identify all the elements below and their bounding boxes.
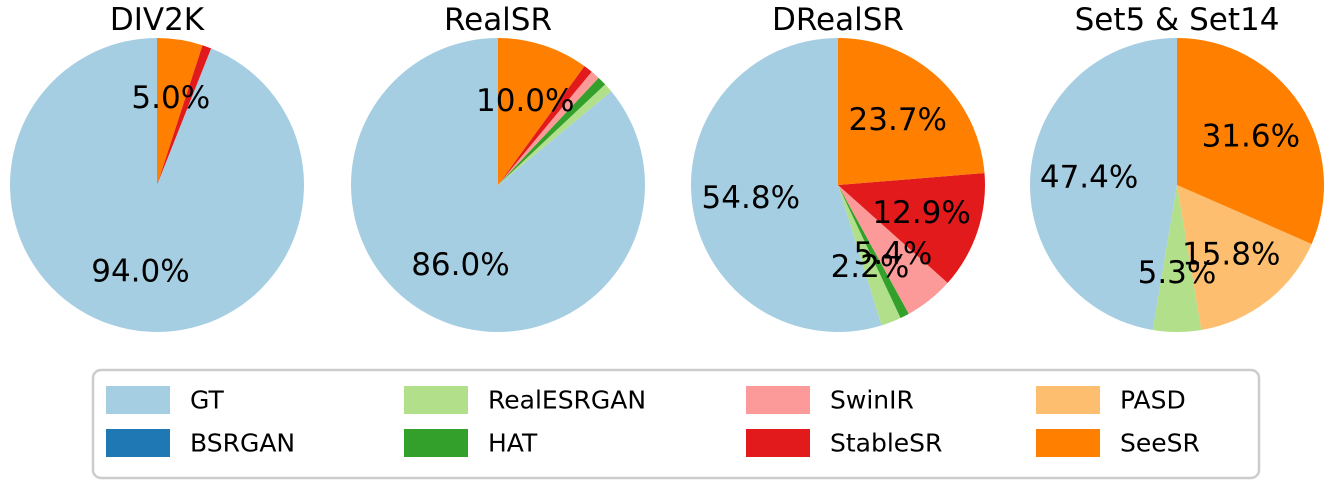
pie-realsr: RealSR 86.0% 10.0% — [350, 2, 646, 332]
legend-item-bsrgan: BSRGAN — [106, 429, 295, 458]
pie-title: RealSR — [444, 2, 552, 38]
pie-slice-swinir — [838, 185, 948, 314]
slice-label: 2.2% — [831, 249, 910, 285]
pie-slice-realesrgan — [838, 185, 901, 326]
pie-slice-realesrgan — [1152, 185, 1202, 332]
legend-item-seesr: SeeSR — [1036, 429, 1200, 458]
legend-label-bsrgan: BSRGAN — [190, 429, 295, 458]
legend-swatch-swinir — [746, 386, 810, 414]
legend-item-gt: GT — [106, 386, 224, 415]
legend-swatch-seesr — [1036, 429, 1100, 457]
legend-label-pasd: PASD — [1120, 386, 1186, 415]
pie-slice-seesr — [498, 38, 585, 185]
slice-label: 10.0% — [476, 83, 574, 119]
legend-label-realesrgan: RealESRGAN — [488, 386, 646, 415]
slice-label: 15.8% — [1182, 237, 1280, 273]
pie-slice-hat — [498, 77, 606, 185]
legend-label-stablesr: StableSR — [830, 429, 942, 458]
slice-label: 94.0% — [91, 254, 189, 290]
pie-slice-gt — [1030, 38, 1177, 330]
pie-slice-seesr — [838, 38, 985, 185]
pie-slice-stablesr — [498, 66, 592, 185]
legend-swatch-stablesr — [746, 429, 810, 457]
pie-title: DIV2K — [110, 2, 205, 38]
pies-group: DIV2K 94.0% 5.0% RealSR 86.0% 10.0% DRealSR 54.… — [9, 2, 1324, 333]
legend-label-hat: HAT — [488, 429, 538, 458]
pie-title: Set5 & Set14 — [1075, 2, 1280, 38]
legend-swatch-gt — [106, 386, 170, 414]
legend-swatch-realesrgan — [404, 386, 468, 414]
legend-label-seesr: SeeSR — [1120, 429, 1200, 458]
slice-label: 12.9% — [872, 195, 970, 231]
pie-slice-gt — [9, 38, 304, 333]
pie-slice-seesr — [1177, 38, 1324, 244]
pie-slice-swinir — [498, 71, 599, 185]
legend-item-hat: HAT — [404, 429, 538, 458]
slice-label: 5.3% — [1138, 255, 1217, 291]
legend-swatch-hat — [404, 429, 468, 457]
slice-label: 54.8% — [702, 180, 800, 216]
pie-title: DRealSR — [772, 2, 904, 38]
pie-slice-hat — [838, 185, 909, 319]
pie-slice-realesrgan — [498, 84, 612, 185]
legend-frame — [91, 368, 1261, 480]
pie-slice-pasd — [1177, 185, 1312, 330]
legend-swatch-pasd — [1036, 386, 1100, 414]
legend-label-swinir: SwinIR — [830, 386, 914, 415]
legend-label-gt: GT — [190, 386, 224, 415]
legend-item-swinir: SwinIR — [746, 386, 914, 415]
slice-label: 86.0% — [411, 247, 509, 283]
slice-label: 23.7% — [849, 102, 947, 138]
pie-slice-seesr — [157, 38, 203, 185]
pie-slice-stablesr — [157, 45, 212, 186]
slice-label: 47.4% — [1040, 160, 1138, 196]
pie-div2k: DIV2K 94.0% 5.0% — [9, 2, 304, 333]
legend-swatch-bsrgan — [106, 429, 170, 457]
legend: GT RealESRGAN SwinIR PASD BSRGAN HAT StableSR S… — [91, 368, 1261, 480]
legend-items: GT RealESRGAN SwinIR PASD BSRGAN HAT StableSR S… — [106, 386, 1200, 458]
slice-label: 5.0% — [131, 80, 210, 116]
legend-item-realesrgan: RealESRGAN — [404, 386, 646, 415]
slice-label: 31.6% — [1202, 119, 1300, 155]
pie-set5-set14: Set5 & Set14 47.4% 5.3%15.8% 31.6% — [1030, 2, 1324, 332]
pie-slice-stablesr — [838, 173, 985, 283]
legend-item-stablesr: StableSR — [746, 429, 942, 458]
pie-drealsr: DRealSR 54.8% 2.2%5.4% 12.9% 23.7% — [691, 2, 985, 332]
slice-label: 5.4% — [854, 236, 933, 272]
pie-slice-gt — [691, 38, 882, 332]
legend-item-pasd: PASD — [1036, 386, 1186, 415]
